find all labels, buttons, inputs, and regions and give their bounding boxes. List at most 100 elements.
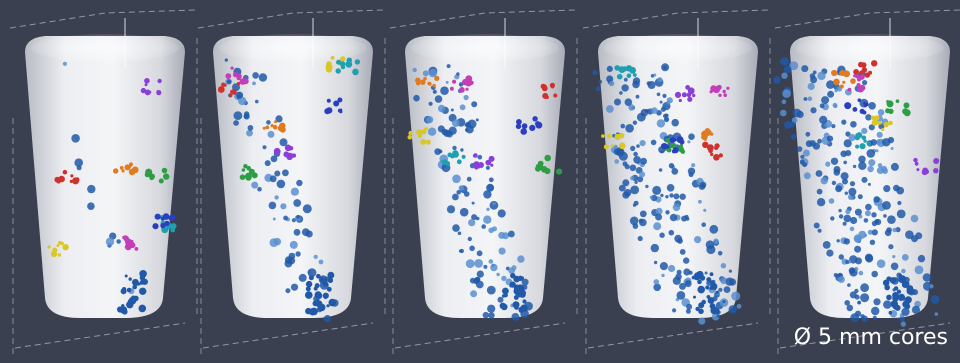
cluster-blob: [452, 119, 460, 127]
cluster-blob: [634, 181, 637, 184]
cluster-blob: [257, 187, 262, 192]
cluster-blob: [844, 102, 851, 109]
cluster-blob: [687, 97, 692, 102]
cluster-blob: [274, 120, 277, 123]
cluster-blob: [413, 95, 420, 102]
cluster-blob: [843, 70, 850, 77]
cluster-blob: [810, 140, 816, 146]
cluster-blob: [459, 185, 464, 190]
cluster-blob: [130, 298, 134, 302]
cluster-blob: [234, 111, 243, 120]
cluster-blob: [791, 134, 797, 140]
cluster-blob: [517, 255, 524, 262]
cluster-blob: [340, 61, 345, 66]
cluster-blob: [918, 255, 925, 262]
cluster-blob: [904, 304, 910, 310]
cluster-blob: [58, 176, 65, 183]
cluster-blob: [673, 204, 681, 212]
cluster-blob: [87, 185, 95, 193]
cluster-blob: [486, 184, 494, 192]
cluster-blob: [657, 93, 661, 97]
cluster-blob: [633, 223, 639, 229]
cluster-blob: [231, 89, 237, 95]
cluster-blob: [514, 305, 519, 310]
cluster-blob: [243, 78, 249, 84]
cluster-blob: [152, 223, 158, 229]
cluster-blob: [283, 151, 289, 157]
cluster-blob: [274, 148, 281, 155]
cluster-blob: [490, 164, 493, 167]
cluster-blob: [698, 200, 702, 204]
cluster-blob: [293, 199, 301, 207]
cluster-blob: [893, 185, 900, 192]
cluster-blob: [817, 198, 825, 206]
cluster-blob: [339, 110, 342, 113]
cluster-blob: [306, 231, 313, 238]
cluster-blob: [817, 72, 825, 80]
cluster-blob: [905, 296, 912, 303]
cluster-blob: [71, 134, 80, 143]
cluster-blob: [352, 69, 359, 76]
cluster-blob: [683, 268, 690, 275]
cluster-blob: [633, 121, 637, 125]
cluster-blob: [229, 94, 232, 97]
cluster-blob: [831, 158, 838, 165]
cluster-blob: [640, 211, 647, 218]
cluster-blob: [889, 311, 893, 315]
cluster-blob: [488, 228, 494, 234]
cluster-blob: [296, 180, 302, 186]
cluster-blob: [132, 167, 139, 174]
cluster-blob: [246, 130, 253, 137]
cluster-blob: [259, 73, 267, 81]
cluster-blob: [87, 202, 95, 210]
cluster-blob: [168, 215, 174, 221]
cluster-blob: [780, 110, 787, 117]
cluster-blob: [808, 97, 813, 102]
cluster-blob: [648, 81, 656, 89]
cluster-blob: [163, 213, 170, 220]
cluster-blob: [688, 133, 695, 140]
cluster-blob: [248, 125, 254, 131]
cluster-blob: [891, 263, 899, 271]
cluster-blob: [452, 80, 456, 84]
cluster-blob: [323, 282, 328, 287]
cluster-blob: [722, 300, 725, 303]
cluster-blob: [614, 99, 621, 106]
cluster-blob: [850, 121, 857, 128]
cluster-blob: [887, 296, 891, 300]
cluster-blob: [834, 273, 838, 277]
cluster-blob: [440, 86, 449, 95]
cluster-blob: [277, 180, 286, 189]
cluster-blob: [886, 227, 892, 233]
cluster-blob: [865, 210, 871, 216]
cluster-blob: [326, 61, 332, 67]
cluster-blob: [244, 111, 249, 116]
cluster-blob: [933, 168, 938, 173]
cluster-blob: [784, 66, 792, 74]
cluster-blob: [550, 83, 555, 88]
cluster-blob: [682, 92, 687, 97]
cluster-blob: [466, 259, 475, 268]
cluster-blob: [700, 276, 704, 280]
cluster-blob: [636, 95, 640, 99]
cluster-blob: [922, 169, 928, 175]
cluster-blob: [891, 147, 894, 150]
cluster-blob: [827, 136, 833, 142]
cluster-blob: [821, 177, 828, 184]
cluster-blob: [481, 224, 486, 229]
cluster-blob: [487, 286, 496, 295]
cluster-blob: [860, 314, 864, 318]
cluster-blob: [705, 272, 708, 275]
cluster-blob: [619, 91, 623, 95]
cluster-blob: [452, 224, 460, 232]
cluster-blob: [871, 271, 878, 278]
cluster-blob: [819, 116, 827, 124]
cluster-blob: [816, 170, 823, 177]
cluster-blob: [639, 171, 645, 177]
cluster-blob: [664, 117, 669, 122]
cluster-blob: [120, 166, 124, 170]
cluster-blob: [804, 97, 808, 101]
cluster-blob: [488, 312, 494, 318]
cluster-blob: [122, 169, 125, 172]
cluster-blob: [426, 140, 431, 145]
